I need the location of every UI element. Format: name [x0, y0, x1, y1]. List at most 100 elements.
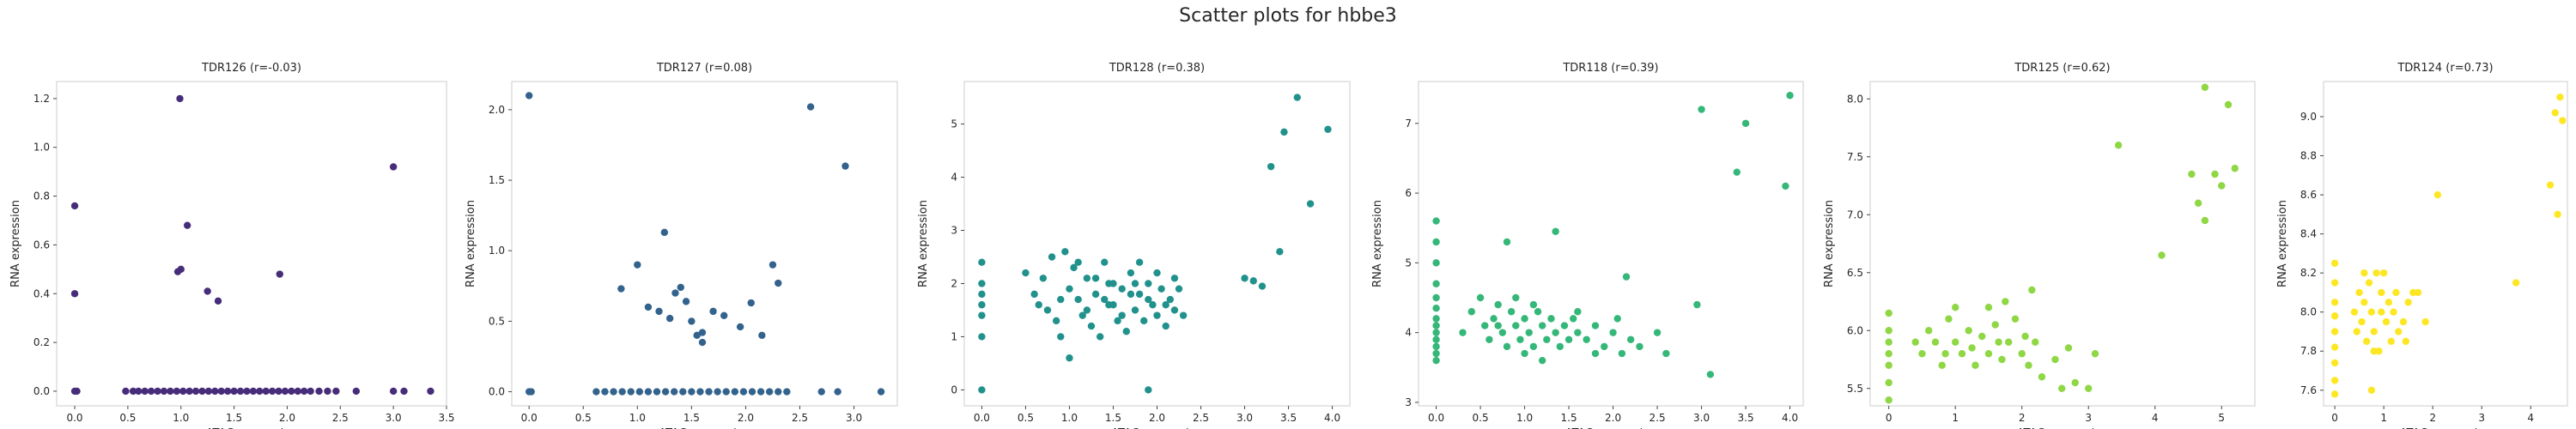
x-tick-label: 3.5	[1280, 412, 1297, 424]
data-point	[1481, 322, 1489, 329]
data-point	[2556, 94, 2564, 101]
data-point	[1432, 329, 1440, 336]
data-point	[1087, 322, 1096, 330]
data-point	[1636, 342, 1643, 351]
data-point	[1698, 106, 1705, 113]
data-point	[2002, 298, 2009, 305]
x-axis-label: ATAC expression	[2017, 427, 2109, 429]
data-point	[1083, 275, 1091, 282]
data-point	[756, 388, 765, 396]
data-point	[1139, 317, 1148, 325]
data-point	[661, 388, 670, 396]
data-point	[204, 287, 211, 295]
data-point	[173, 387, 180, 396]
data-point	[1911, 338, 1919, 346]
data-point	[1885, 396, 1893, 404]
data-point	[1786, 92, 1794, 100]
data-point	[141, 387, 149, 396]
y-tick-label: 8.0	[2300, 306, 2317, 318]
data-point	[1521, 315, 1528, 323]
y-tick-label: 7.0	[1847, 208, 1863, 221]
y-tick-label: 0.4	[33, 287, 50, 299]
data-point	[1153, 311, 1161, 319]
data-point	[1432, 342, 1440, 351]
data-point	[2158, 251, 2166, 259]
data-point	[1035, 301, 1042, 309]
data-point	[747, 299, 755, 307]
data-point	[644, 388, 653, 396]
data-point	[1467, 308, 1475, 316]
data-point	[2051, 355, 2059, 364]
data-point	[1995, 338, 2002, 346]
y-tick-label: 1.0	[489, 245, 505, 257]
data-point	[1118, 311, 1126, 319]
data-point	[2367, 386, 2376, 394]
data-point	[679, 388, 687, 396]
y-tick-label: 6.0	[1847, 324, 1863, 336]
data-point	[1490, 315, 1498, 323]
x-tick-label: 2.5	[792, 412, 808, 424]
data-point	[2032, 338, 2039, 346]
data-point	[1945, 315, 1953, 323]
data-point	[1324, 125, 1332, 133]
x-tick-label: 3	[2478, 412, 2485, 424]
data-point	[1432, 259, 1440, 267]
data-point	[2399, 317, 2408, 326]
data-point	[688, 388, 696, 396]
panel-title: TDR127 (r=0.08)	[656, 62, 752, 75]
data-point	[400, 387, 408, 396]
data-point	[204, 387, 213, 396]
y-tick-label: 2	[951, 277, 957, 289]
data-point	[634, 261, 641, 269]
data-point	[2355, 288, 2363, 297]
data-point	[1626, 335, 1635, 343]
data-point	[783, 388, 791, 396]
data-point	[275, 387, 283, 396]
data-point	[1938, 361, 1946, 369]
y-tick-label: 0.5	[489, 315, 505, 327]
data-point	[758, 331, 766, 340]
x-tick-label: 3.5	[438, 412, 454, 424]
data-point	[2551, 109, 2559, 117]
data-point	[720, 311, 728, 320]
data-point	[2330, 259, 2339, 267]
x-tick-label: 4.0	[1782, 412, 1798, 424]
data-point	[191, 387, 200, 396]
data-point	[2362, 337, 2371, 346]
data-point	[1459, 329, 1467, 336]
y-tick-label: 5	[1405, 257, 1412, 269]
y-tick-label: 3	[1405, 396, 1412, 408]
y-axis-label: RNA expression	[2276, 200, 2289, 287]
panel-title: TDR124 (r=0.73)	[2397, 62, 2493, 75]
data-point	[176, 94, 184, 103]
data-point	[1885, 378, 1893, 387]
data-point	[769, 261, 777, 269]
y-tick-label: 4	[1405, 327, 1412, 339]
data-point	[122, 387, 130, 396]
data-point	[1952, 304, 1959, 311]
panel-title: TDR118 (r=0.39)	[1562, 62, 1658, 75]
data-point	[70, 290, 79, 298]
y-axis-label: RNA expression	[9, 200, 22, 287]
data-point	[653, 388, 661, 396]
data-point	[217, 387, 225, 396]
data-point	[183, 221, 191, 229]
data-point	[978, 280, 986, 287]
x-tick-label: 2.0	[1605, 412, 1621, 424]
y-tick-label: 5	[951, 118, 957, 130]
data-point	[978, 290, 986, 299]
data-point	[1293, 94, 1301, 101]
data-point	[1885, 338, 1893, 346]
data-point	[978, 311, 986, 319]
data-point	[1052, 317, 1060, 325]
y-tick-label: 0	[951, 384, 957, 396]
x-tick-label: 3.0	[1693, 412, 1710, 424]
data-point	[1529, 342, 1538, 351]
data-point	[2421, 317, 2429, 326]
data-point	[677, 283, 684, 292]
x-tick-label: 0	[1886, 412, 1893, 424]
data-point	[2559, 117, 2567, 124]
data-point	[389, 163, 398, 171]
data-point	[307, 387, 314, 396]
data-point	[1971, 361, 1979, 369]
